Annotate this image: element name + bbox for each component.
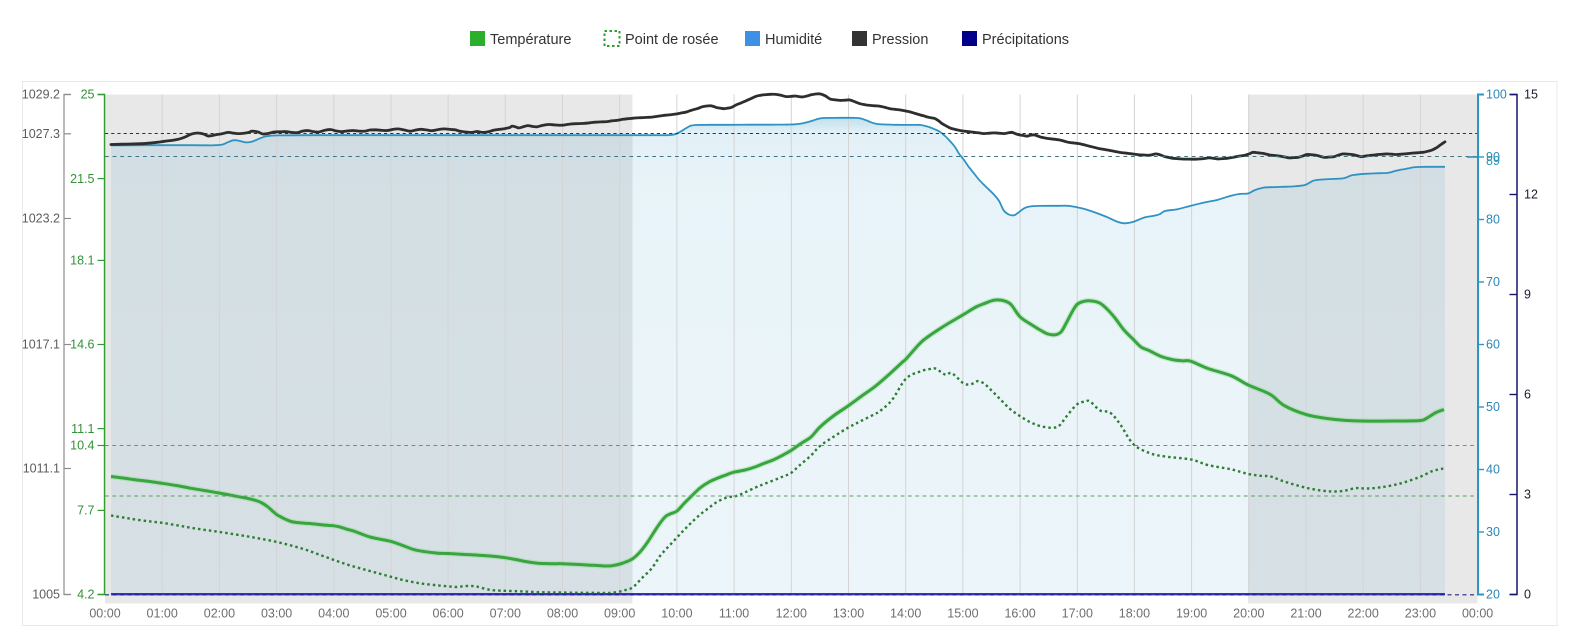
- svg-text:3: 3: [1524, 488, 1531, 502]
- svg-text:40: 40: [1486, 463, 1500, 477]
- svg-text:20: 20: [1486, 588, 1500, 602]
- svg-text:11:00: 11:00: [719, 607, 749, 621]
- svg-text:1005: 1005: [32, 588, 60, 602]
- svg-text:03:00: 03:00: [261, 607, 292, 621]
- svg-text:05:00: 05:00: [375, 607, 406, 621]
- svg-text:7.7: 7.7: [77, 504, 94, 518]
- svg-text:18:00: 18:00: [1119, 607, 1150, 621]
- svg-text:01:00: 01:00: [147, 607, 178, 621]
- svg-text:07:00: 07:00: [490, 607, 521, 621]
- svg-text:21:00: 21:00: [1290, 607, 1321, 621]
- svg-text:9: 9: [1524, 288, 1531, 302]
- svg-text:02:00: 02:00: [204, 607, 235, 621]
- svg-text:12:00: 12:00: [776, 607, 807, 621]
- svg-text:10:00: 10:00: [661, 607, 692, 621]
- svg-text:Humidité: Humidité: [765, 32, 822, 48]
- svg-text:23:00: 23:00: [1405, 607, 1436, 621]
- svg-text:15:00: 15:00: [947, 607, 978, 621]
- svg-text:00:00: 00:00: [89, 607, 120, 621]
- svg-text:1011.1: 1011.1: [23, 462, 60, 476]
- svg-text:06:00: 06:00: [432, 607, 463, 621]
- svg-text:Pression: Pression: [872, 32, 928, 48]
- svg-text:60: 60: [1486, 338, 1500, 352]
- svg-text:1027.3: 1027.3: [22, 127, 60, 141]
- svg-text:50: 50: [1486, 400, 1500, 414]
- svg-text:22:00: 22:00: [1348, 607, 1379, 621]
- svg-text:80: 80: [1486, 213, 1500, 227]
- svg-text:25: 25: [81, 88, 95, 102]
- svg-text:13:00: 13:00: [833, 607, 864, 621]
- svg-text:18.1: 18.1: [70, 254, 94, 268]
- svg-text:12: 12: [1524, 188, 1538, 202]
- svg-text:21.5: 21.5: [70, 172, 94, 186]
- svg-text:1029.2: 1029.2: [22, 88, 60, 102]
- svg-text:6: 6: [1524, 388, 1531, 402]
- svg-text:04:00: 04:00: [318, 607, 349, 621]
- svg-text:100: 100: [1486, 88, 1507, 102]
- svg-text:16:00: 16:00: [1004, 607, 1035, 621]
- svg-text:0: 0: [1524, 588, 1531, 602]
- svg-text:14.6: 14.6: [70, 338, 94, 352]
- svg-text:19:00: 19:00: [1176, 607, 1207, 621]
- svg-text:17:00: 17:00: [1062, 607, 1093, 621]
- svg-text:Point de rosée: Point de rosée: [625, 32, 719, 48]
- svg-text:Précipitations: Précipitations: [982, 32, 1069, 48]
- svg-text:15: 15: [1524, 88, 1538, 102]
- svg-text:10.4: 10.4: [70, 439, 94, 453]
- svg-text:Température: Température: [490, 32, 571, 48]
- svg-text:4.2: 4.2: [77, 588, 94, 602]
- svg-text:1017.1: 1017.1: [22, 338, 60, 352]
- svg-text:30: 30: [1486, 525, 1500, 539]
- svg-text:11.1: 11.1: [71, 422, 94, 436]
- svg-text:08:00: 08:00: [547, 607, 578, 621]
- svg-text:90: 90: [1486, 150, 1500, 164]
- svg-text:70: 70: [1486, 275, 1500, 289]
- svg-text:09:00: 09:00: [604, 607, 635, 621]
- svg-text:89: 89: [1486, 154, 1500, 168]
- svg-text:20:00: 20:00: [1233, 607, 1264, 621]
- svg-text:1023.2: 1023.2: [22, 212, 60, 226]
- svg-text:00:00: 00:00: [1462, 607, 1493, 621]
- svg-text:14:00: 14:00: [890, 607, 921, 621]
